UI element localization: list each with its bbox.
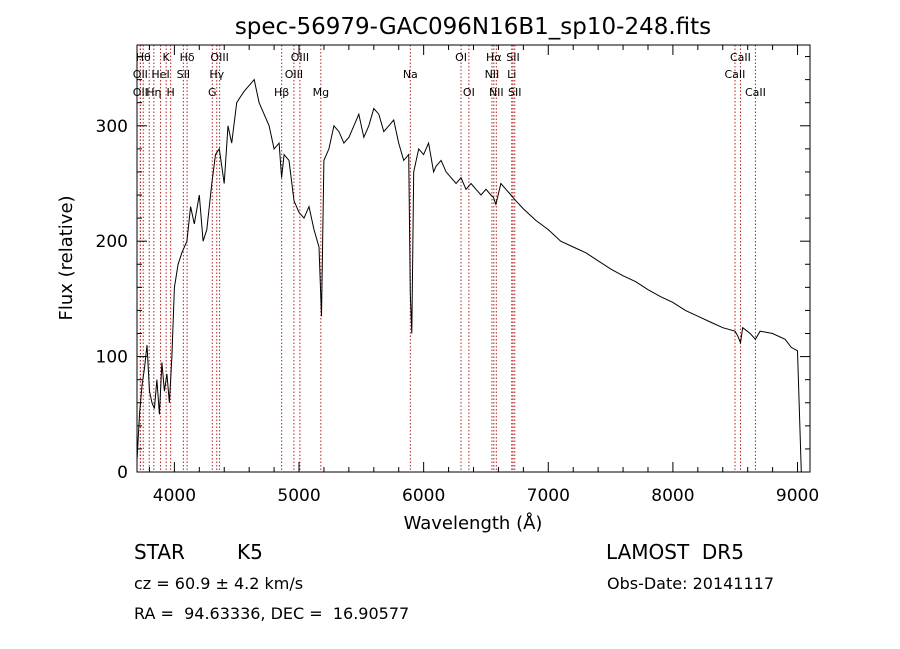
spectral-line-markers <box>139 45 756 472</box>
line-marker-label: K <box>163 51 171 64</box>
line-marker-label: Hδ <box>180 51 195 64</box>
redshift-readout: cz = 60.9 ± 4.2 km/s <box>134 574 304 593</box>
x-tick-label: 6000 <box>402 486 445 506</box>
line-marker-label: HeI <box>151 68 169 81</box>
x-tick-label: 5000 <box>277 486 320 506</box>
x-axis: 4000 5000 6000 7000 8000 9000 <box>148 45 819 506</box>
line-marker-label: OIII <box>285 68 303 81</box>
y-tick-label: 300 <box>96 117 128 137</box>
observation-date: Obs-Date: 20141117 <box>607 574 775 593</box>
line-marker-label: Hη <box>146 86 161 99</box>
x-axis-label: Wavelength (Å) <box>404 512 543 534</box>
line-marker-label: H <box>167 86 175 99</box>
y-tick-label: 100 <box>96 348 128 368</box>
line-marker-label: SII <box>506 51 519 64</box>
x-tick-label: 7000 <box>527 486 570 506</box>
plot-frame <box>136 44 811 473</box>
line-marker-label: OIII <box>210 51 228 64</box>
line-marker-label: CaII <box>725 68 746 81</box>
spectrum-line <box>136 78 803 473</box>
line-marker-label: Hγ <box>209 68 224 81</box>
line-marker-label: G <box>208 86 217 99</box>
line-marker-label: CaII <box>730 51 751 64</box>
line-marker-label: OIII <box>291 51 309 64</box>
line-marker-label: OI <box>463 86 475 99</box>
x-tick-label: 8000 <box>651 486 694 506</box>
object-subclass: K5 <box>237 540 263 564</box>
y-axis-label: Flux (relative) <box>56 195 77 320</box>
spectral-line-labels: HθOIIOIIHηHeIKHSIIHδGHγOIIIHβOIIIOIIIMgN… <box>133 51 766 99</box>
coordinates-readout: RA = 94.63336, DEC = 16.90577 <box>134 604 410 623</box>
y-tick-label: 200 <box>96 232 128 252</box>
line-marker-label: Hβ <box>274 86 289 99</box>
line-marker-label: NII <box>489 86 504 99</box>
line-marker-label: SII <box>508 86 521 99</box>
x-tick-label: 9000 <box>776 486 819 506</box>
line-marker-label: OI <box>455 51 467 64</box>
object-class: STAR <box>134 540 185 564</box>
y-tick-label: 0 <box>117 463 128 483</box>
x-tick-label: 4000 <box>153 486 196 506</box>
line-marker-label: OII <box>133 68 148 81</box>
line-marker-label: NII <box>485 68 500 81</box>
line-marker-label: Li <box>507 68 516 81</box>
y-axis: 0 100 200 300 <box>96 56 810 483</box>
line-marker-label: CaII <box>745 86 766 99</box>
chart-title: spec-56979-GAC096N16B1_sp10-248.fits <box>235 14 711 40</box>
line-marker-label: Na <box>403 68 418 81</box>
line-marker-label: Mg <box>313 86 329 99</box>
survey-name: LAMOST DR5 <box>606 540 744 564</box>
line-marker-label: Hα <box>486 51 502 64</box>
line-marker-label: Hθ <box>136 51 151 64</box>
line-marker-label: SII <box>177 68 190 81</box>
